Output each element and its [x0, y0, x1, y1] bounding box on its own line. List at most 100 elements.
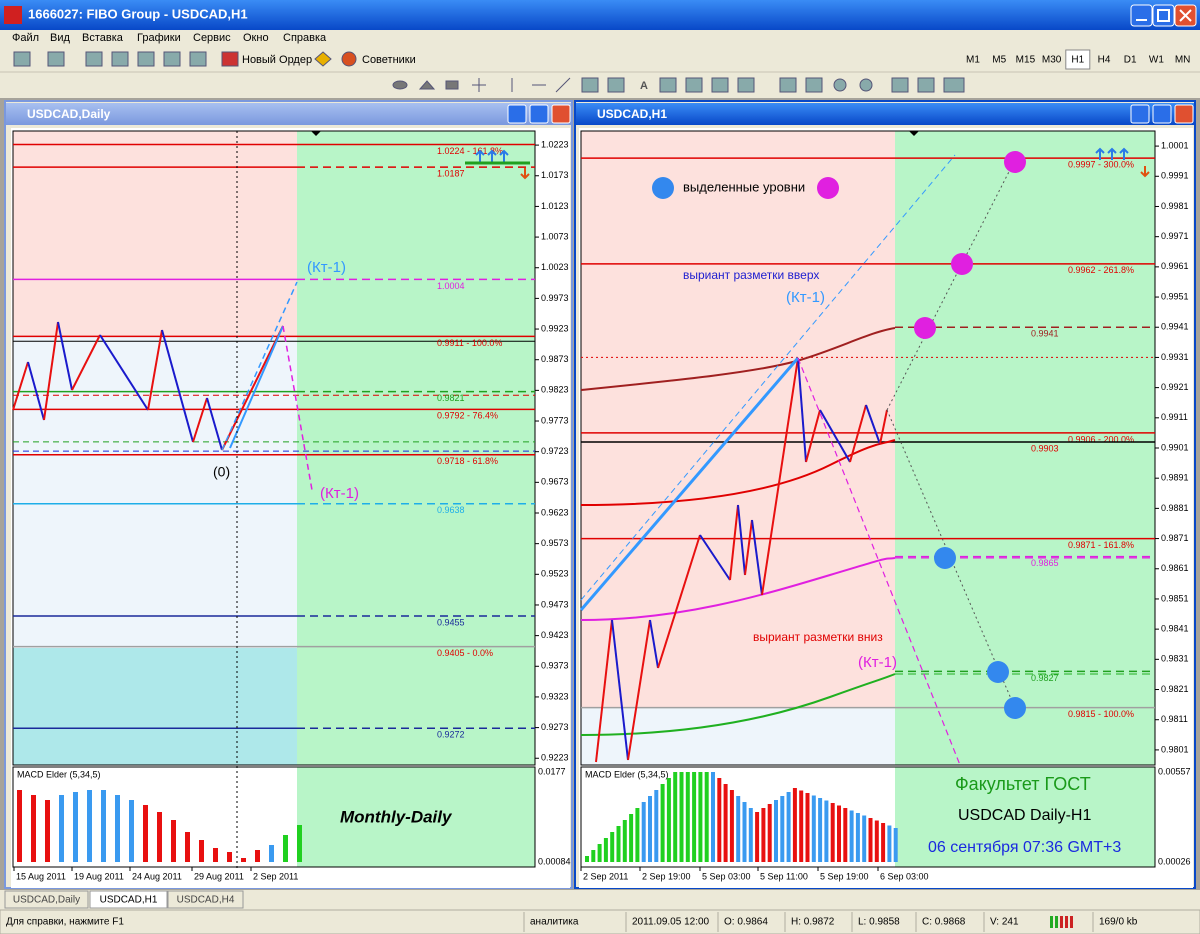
tool-icon[interactable] — [805, 77, 823, 93]
zone-background — [297, 131, 535, 765]
tab[interactable] — [4, 890, 89, 909]
maximize-button[interactable] — [1152, 4, 1175, 27]
zone-background — [581, 131, 895, 708]
icon[interactable] — [85, 51, 103, 67]
macd-bar — [717, 778, 722, 862]
trend-line — [221, 281, 298, 451]
timeframe-button[interactable]: M15 — [1016, 55, 1036, 66]
tool-icon[interactable] — [779, 77, 797, 93]
close-button[interactable] — [1174, 104, 1194, 124]
tool-icon[interactable] — [943, 77, 965, 93]
level-label: 0.9405 - 0.0% — [437, 648, 493, 658]
menu-item[interactable]: Сервис — [193, 32, 231, 44]
tool-icon[interactable] — [607, 77, 625, 93]
minimize-button[interactable] — [507, 104, 527, 124]
level-label: 0.9871 - 161.8% — [1068, 540, 1134, 550]
menu-item[interactable]: Справка — [283, 32, 327, 44]
y-tick-label: 0.9673 — [541, 477, 569, 487]
level-marker — [652, 177, 674, 199]
macd-bar — [31, 795, 36, 862]
icon[interactable] — [314, 51, 332, 67]
macd-bar — [660, 784, 665, 862]
macd-bar — [654, 790, 659, 862]
timeframe-button[interactable]: M5 — [992, 55, 1006, 66]
level-marker — [1004, 151, 1026, 173]
annotation: Факультет ГОСТ — [955, 774, 1091, 794]
close-button[interactable] — [551, 104, 571, 124]
tool-icon[interactable] — [891, 77, 909, 93]
signal-arrow — [487, 149, 497, 162]
tab[interactable] — [89, 890, 168, 909]
tool-icon[interactable] — [581, 77, 599, 93]
y-tick-label: 0.9841 — [1161, 624, 1189, 634]
tool-icon[interactable] — [472, 77, 571, 93]
macd-bar — [748, 808, 753, 862]
maximize-button[interactable] — [1152, 104, 1172, 124]
window-title-bar — [6, 103, 571, 125]
level-label: 0.9827 — [1031, 673, 1059, 683]
y-tick-label: 0.9951 — [1161, 291, 1189, 301]
menu-item[interactable]: Вставка — [82, 32, 124, 44]
icon[interactable] — [137, 51, 155, 67]
timeframe-button[interactable]: M30 — [1042, 55, 1062, 66]
icon[interactable] — [111, 51, 129, 67]
text-tool[interactable]: A — [640, 80, 648, 92]
tool-icon[interactable] — [917, 77, 935, 93]
tool-icon[interactable] — [392, 80, 408, 90]
tool-icon[interactable] — [659, 77, 677, 93]
menu-item[interactable]: Графики — [137, 32, 181, 44]
macd-bar — [811, 795, 816, 862]
profiles-icon[interactable] — [47, 51, 65, 67]
icon[interactable] — [189, 51, 207, 67]
price-swing — [71, 334, 101, 391]
y-tick-label: 0.9423 — [541, 630, 569, 640]
experts-button[interactable]: Советники — [362, 54, 416, 66]
tool-icon[interactable] — [418, 80, 436, 90]
trend-line — [886, 409, 1016, 709]
macd-bar — [874, 820, 879, 862]
new-order-icon[interactable] — [221, 51, 239, 67]
minimize-button[interactable] — [1130, 4, 1153, 27]
new-order-button[interactable]: Новый Ордер — [242, 54, 312, 66]
price-swing — [99, 334, 149, 411]
timeframe-pressed — [1065, 49, 1091, 70]
timeframe-button[interactable]: M1 — [966, 55, 980, 66]
minimize-button[interactable] — [1130, 104, 1150, 124]
tab[interactable] — [167, 890, 244, 909]
icon[interactable] — [163, 51, 181, 67]
timeframe-button[interactable]: H4 — [1098, 55, 1111, 66]
timeframe-button[interactable]: D1 — [1124, 55, 1137, 66]
menu-item[interactable]: Файл — [12, 32, 39, 44]
timeframe-button[interactable]: H1 — [1071, 55, 1084, 66]
window-title-bar — [576, 103, 1194, 125]
menu-item[interactable]: Окно — [243, 32, 269, 44]
macd-bar — [729, 790, 734, 862]
level-marker — [934, 547, 956, 569]
macd-bar — [157, 812, 162, 862]
zoom-in-icon[interactable] — [833, 78, 847, 92]
new-chart-icon[interactable] — [13, 51, 31, 67]
macd-bar — [283, 835, 288, 862]
y-tick-label: 0.9971 — [1161, 231, 1189, 241]
macd-bar — [241, 858, 246, 862]
timeframe-button[interactable]: MN — [1175, 55, 1191, 66]
signal-arrow — [1095, 147, 1105, 160]
tool-icon[interactable] — [445, 80, 459, 90]
zoom-out-icon[interactable] — [859, 78, 873, 92]
macd-bar — [887, 825, 892, 862]
tool-icon[interactable] — [711, 77, 729, 93]
macd-bar — [780, 796, 785, 862]
tool-icon[interactable] — [685, 77, 703, 93]
timeframe-button[interactable]: W1 — [1149, 55, 1164, 66]
price-swing — [729, 504, 739, 581]
tab-label: USDCAD,Daily — [13, 895, 80, 906]
maximize-button[interactable] — [529, 104, 549, 124]
y-tick-label: 0.9923 — [541, 323, 569, 333]
tool-icon[interactable] — [737, 77, 755, 93]
menu-item[interactable]: Вид — [50, 32, 70, 44]
experts-icon[interactable] — [341, 51, 357, 67]
indicator-label: MACD Elder (5,34,5) — [585, 769, 669, 779]
macd-bar — [830, 803, 835, 862]
x-tick-label: 29 Aug 2011 — [194, 871, 244, 881]
window-title: 1666027: FIBO Group - USDCAD,H1 — [28, 6, 248, 21]
